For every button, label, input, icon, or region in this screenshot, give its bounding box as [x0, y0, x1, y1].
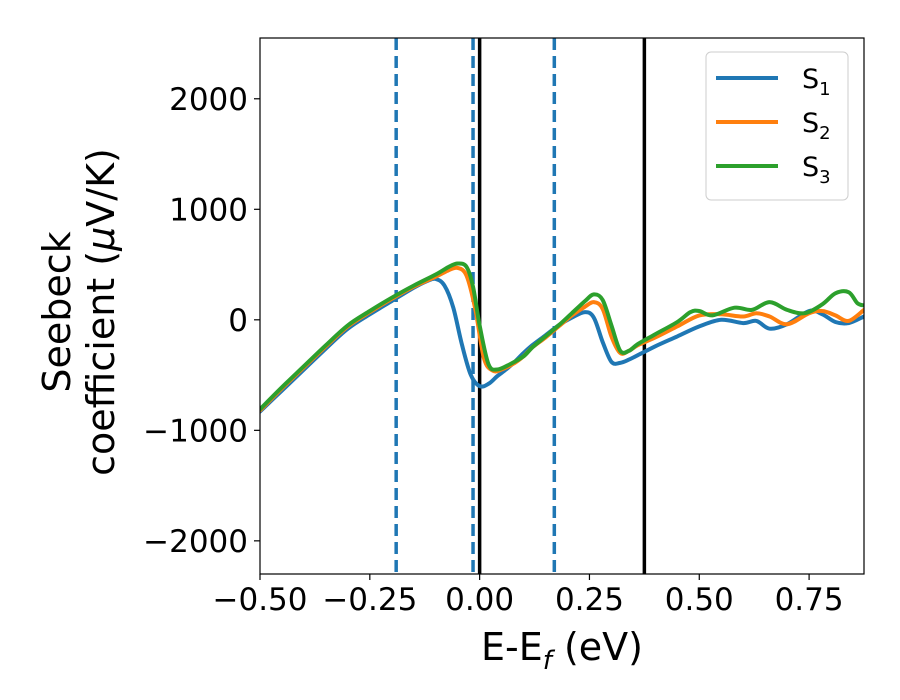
y-axis-label-line1: Seebeck — [35, 231, 79, 392]
x-axis-label-unit: (eV) — [552, 625, 643, 669]
x-axis-label-main: E-E — [481, 625, 543, 669]
x-axis-label: E-Ef (eV) — [481, 625, 643, 676]
x-axis-ticks: −0.50 −0.25 0.00 0.25 0.50 0.75 — [213, 574, 844, 618]
plot-frame — [259, 37, 865, 575]
legend: S1 S2 S3 — [705, 51, 849, 201]
legend-items: S1 S2 S3 — [716, 64, 831, 188]
series-line-s1 — [260, 276, 864, 414]
y-tick-label: −2000 — [143, 524, 248, 560]
series-layer — [260, 261, 864, 414]
legend-label-s2: S2 — [802, 108, 831, 144]
y-axis-label-mu: μ — [79, 227, 123, 252]
legend-box — [705, 51, 849, 201]
y-tick-label: −1000 — [143, 413, 248, 449]
x-tick-label: 0.75 — [775, 582, 844, 618]
y-axis-label-unit: V/K) — [79, 148, 123, 227]
legend-label-s1: S1 — [802, 64, 831, 100]
series-line-s2 — [260, 265, 864, 413]
y-axis-label-coefficient: coefficient ( — [79, 251, 123, 476]
x-tick-label: −0.50 — [213, 582, 308, 618]
x-tick-label: 0.25 — [555, 582, 624, 618]
x-tick-label: 0.50 — [665, 582, 734, 618]
series-line-s3 — [260, 261, 864, 412]
y-tick-label: 2000 — [169, 82, 248, 118]
legend-label-s3: S3 — [802, 152, 831, 188]
y-axis-ticks: −2000 −1000 0 1000 2000 — [143, 82, 260, 560]
y-axis-label: Seebeck coefficient (μV/K) — [35, 148, 123, 476]
x-tick-label: 0.00 — [445, 582, 514, 618]
y-tick-label: 0 — [228, 303, 248, 339]
vertical-reference-lines — [394, 38, 647, 574]
x-tick-label: −0.25 — [322, 582, 417, 618]
y-axis-label-line2: coefficient (μV/K) — [79, 148, 123, 476]
y-tick-label: 1000 — [169, 192, 248, 228]
